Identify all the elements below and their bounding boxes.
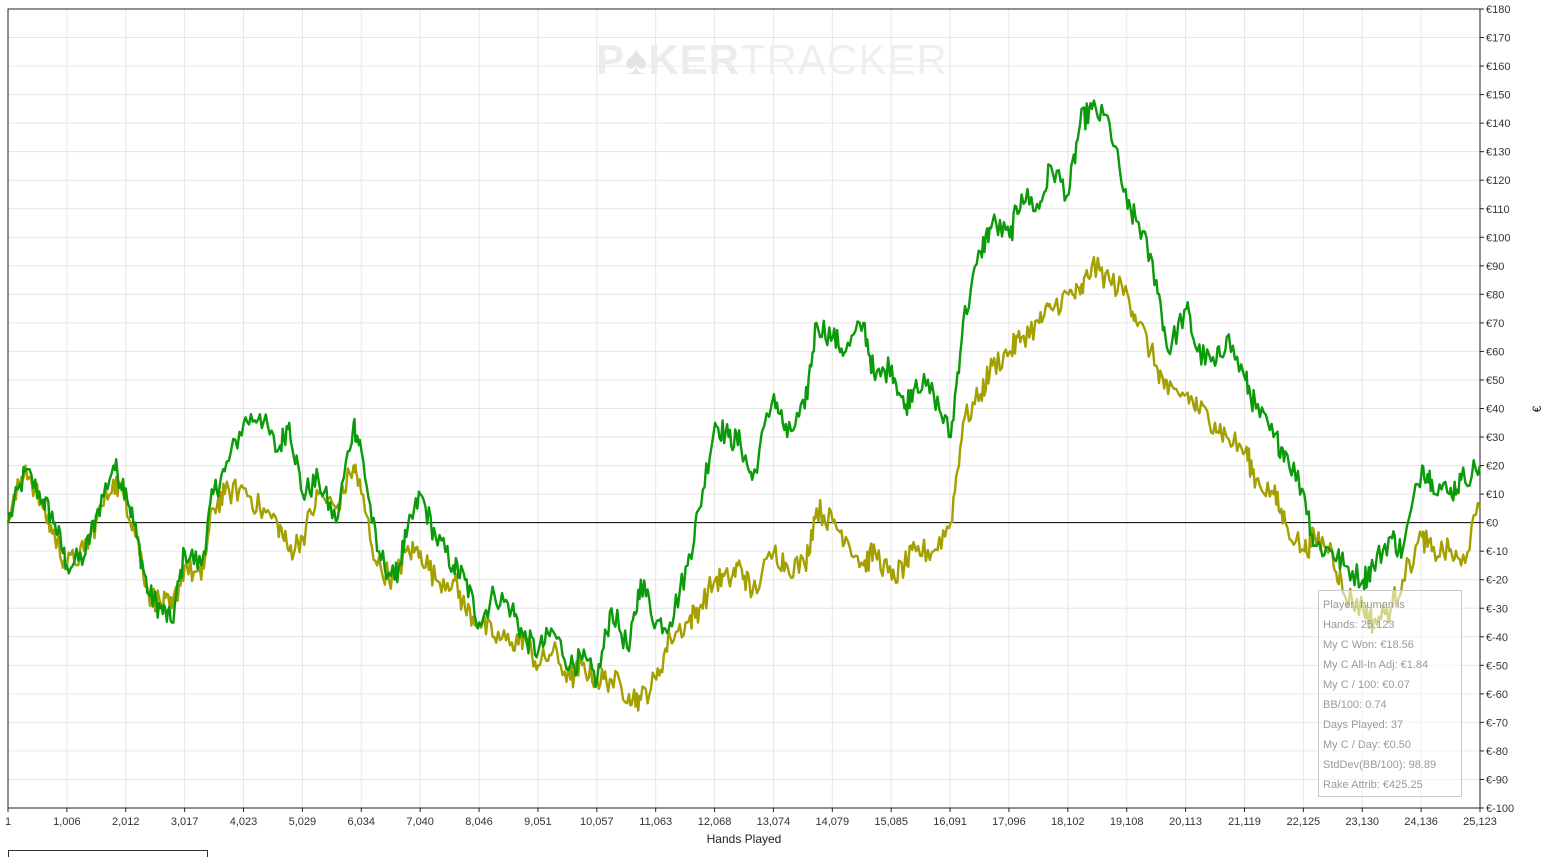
y-tick-label: €120 [1486, 175, 1510, 187]
y-tick-label: €90 [1486, 261, 1504, 273]
stats-per-100: My C / 100: €0.07 [1323, 679, 1410, 691]
x-axis-ticks: 1 1,006 2,012 3,017 4,023 5,029 6,034 7,040 8,04… [5, 808, 1497, 828]
x-tick-label: 16,091 [933, 816, 967, 828]
pokertracker-watermark: P♠KERTRACKER [596, 36, 948, 83]
x-tick-label: 4,023 [230, 816, 258, 828]
y-axis-label: € [1530, 405, 1544, 412]
watermark-word-tracker: TRACKER [740, 36, 948, 83]
x-tick-label: 9,051 [524, 816, 552, 828]
y-tick-label: €-40 [1486, 632, 1508, 644]
y-tick-label: €80 [1486, 289, 1504, 301]
y-tick-label: €140 [1486, 118, 1510, 130]
y-tick-label: €180 [1486, 4, 1510, 16]
series-won-line [6, 255, 1482, 712]
stats-rake: Rake Attrib: €425.25 [1323, 779, 1423, 791]
y-tick-label: €70 [1486, 318, 1504, 330]
watermark-chip-icon: ♠ [625, 36, 648, 83]
x-tick-label: 5,029 [289, 816, 317, 828]
y-tick-label: €-20 [1486, 575, 1508, 587]
x-tick-label: 11,063 [639, 816, 672, 828]
y-tick-label: €150 [1486, 90, 1510, 102]
x-tick-label: 24,136 [1404, 816, 1438, 828]
stats-days: Days Played: 37 [1323, 719, 1404, 731]
x-tick-label: 8,046 [465, 816, 493, 828]
x-tick-label: 7,040 [406, 816, 434, 828]
y-tick-label: €170 [1486, 33, 1510, 45]
y-tick-label: €-30 [1486, 603, 1508, 615]
watermark-word-ker: KER [648, 36, 740, 83]
stats-stddev: StdDev(BB/100): 98.89 [1323, 759, 1437, 771]
legend-box [8, 850, 208, 857]
x-tick-label: 17,096 [992, 816, 1026, 828]
x-tick-label: 12,068 [698, 816, 732, 828]
x-tick-label: 25,123 [1463, 816, 1497, 828]
stats-hands: Hands: 25,123 [1323, 619, 1395, 631]
watermark-letter-p: P [596, 36, 625, 83]
y-tick-label: €110 [1486, 204, 1510, 216]
y-tick-label: €-10 [1486, 546, 1508, 558]
x-tick-label: 6,034 [348, 816, 376, 828]
x-tick-label: 1 [5, 816, 11, 828]
y-tick-label: €60 [1486, 346, 1504, 358]
y-tick-label: €10 [1486, 489, 1504, 501]
y-tick-label: €-60 [1486, 689, 1508, 701]
series-allin-line [6, 99, 1482, 688]
x-tick-label: 13,074 [757, 816, 791, 828]
y-tick-label: €-70 [1486, 717, 1508, 729]
y-axis-ticks: €-100 €-90 €-80 €-70 €-60 €-50 €-40 €-30 €-20 €-1… [1480, 4, 1514, 815]
stats-allin-adj: My C All-In Adj: €1.84 [1323, 659, 1429, 671]
x-axis-label: Hands Played [707, 832, 782, 846]
stats-bb-100: BB/100: 0.74 [1323, 699, 1387, 711]
x-tick-label: 3,017 [171, 816, 199, 828]
x-tick-label: 19,108 [1110, 816, 1144, 828]
x-tick-label: 22,125 [1287, 816, 1321, 828]
x-tick-label: 20,113 [1169, 816, 1202, 828]
y-tick-label: €0 [1486, 518, 1498, 530]
y-tick-label: €40 [1486, 404, 1504, 416]
x-tick-label: 21,119 [1228, 816, 1261, 828]
x-tick-label: 15,085 [874, 816, 908, 828]
x-tick-label: 2,012 [112, 816, 140, 828]
x-tick-label: 10,057 [580, 816, 614, 828]
y-tick-label: €-80 [1486, 746, 1508, 758]
y-tick-label: €-90 [1486, 774, 1508, 786]
x-tick-label: 14,079 [815, 816, 849, 828]
y-tick-label: €30 [1486, 432, 1504, 444]
y-tick-label: €50 [1486, 375, 1504, 387]
stats-per-day: My C / Day: €0.50 [1323, 739, 1412, 751]
y-tick-label: €20 [1486, 461, 1504, 473]
y-tick-label: €-100 [1486, 803, 1514, 815]
y-tick-label: €-50 [1486, 660, 1508, 672]
y-tick-label: €100 [1486, 232, 1510, 244]
x-tick-label: 18,102 [1051, 816, 1085, 828]
stats-panel: Player: human is Hands: 25,123 My C Won:… [1318, 590, 1462, 797]
y-tick-label: €160 [1486, 61, 1510, 73]
x-tick-label: 23,130 [1345, 816, 1379, 828]
stats-won: My C Won: €18.56 [1323, 639, 1414, 651]
x-tick-label: 1,006 [53, 816, 81, 828]
stats-player: Player: human is [1323, 599, 1405, 611]
y-tick-label: €130 [1486, 147, 1510, 159]
